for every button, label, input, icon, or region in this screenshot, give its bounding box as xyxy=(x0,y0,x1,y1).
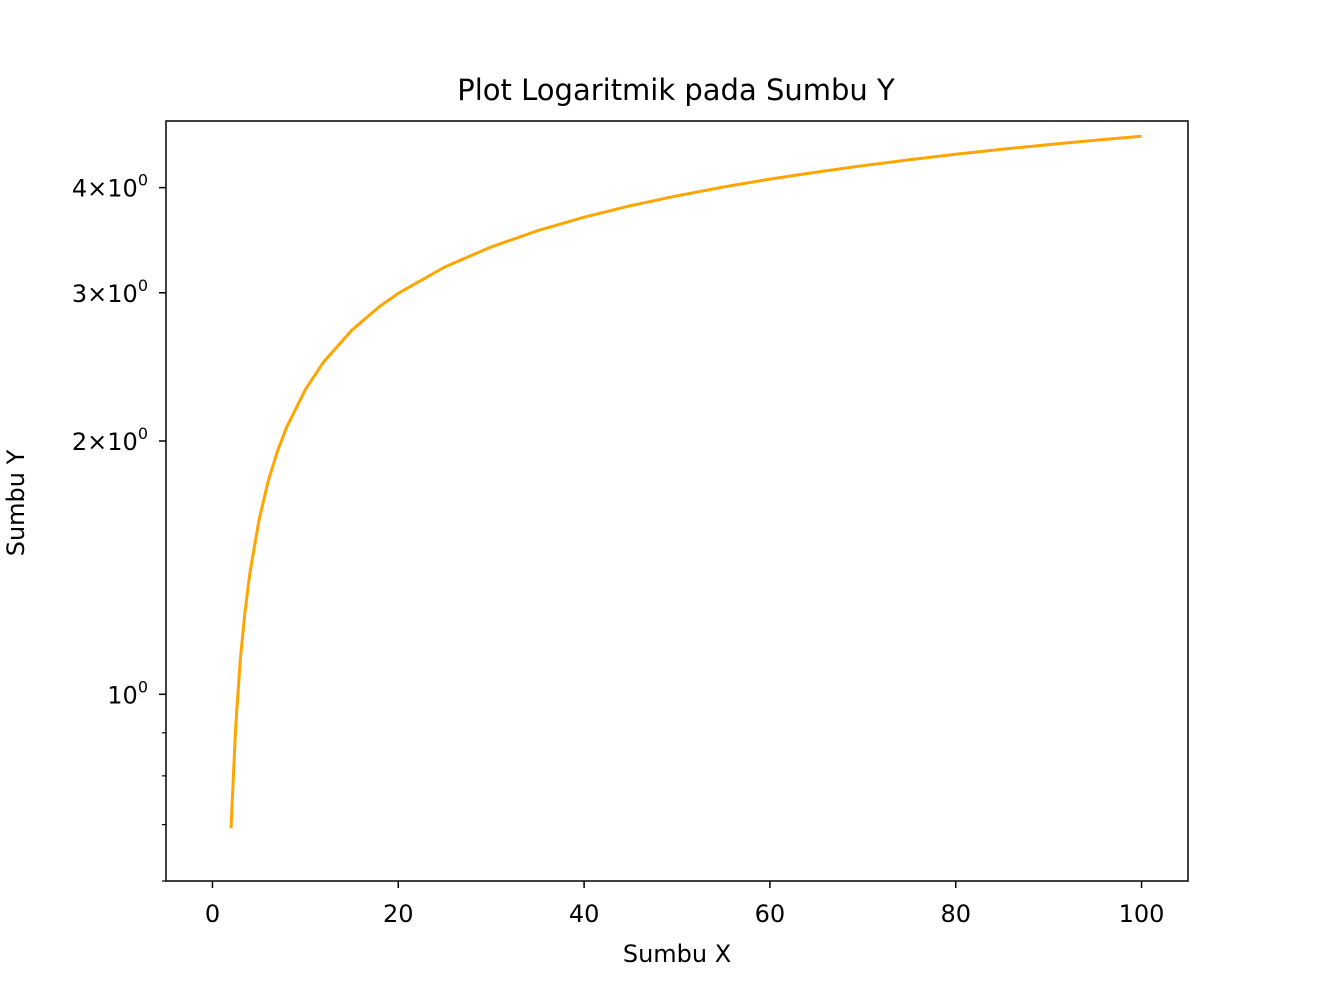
x-tick-label: 40 xyxy=(569,900,600,928)
y-tick-label: 4×100 xyxy=(72,171,148,203)
chart-title: Plot Logaritmik pada Sumbu Y xyxy=(457,73,895,107)
plot-area xyxy=(229,134,1142,829)
x-tick-label: 100 xyxy=(1119,900,1165,928)
series-line-0 xyxy=(229,134,1142,829)
x-tick-label: 60 xyxy=(755,900,786,928)
y-tick-label: 3×100 xyxy=(72,276,148,308)
y-tick-label: 2×100 xyxy=(72,424,148,456)
plot-frame xyxy=(165,120,1189,882)
x-tick-label: 20 xyxy=(383,900,414,928)
y-axis-label: Sumbu Y xyxy=(2,449,30,556)
x-axis-label: Sumbu X xyxy=(623,940,731,968)
y-tick-label: 100 xyxy=(107,677,148,709)
x-tick-label: 0 xyxy=(205,900,220,928)
y-axis-ticks: 100 2×100 3×100 4×100 xyxy=(72,171,166,882)
x-tick-label: 80 xyxy=(940,900,971,928)
x-axis-ticks: 0 20 40 60 80 100 xyxy=(205,881,1165,928)
